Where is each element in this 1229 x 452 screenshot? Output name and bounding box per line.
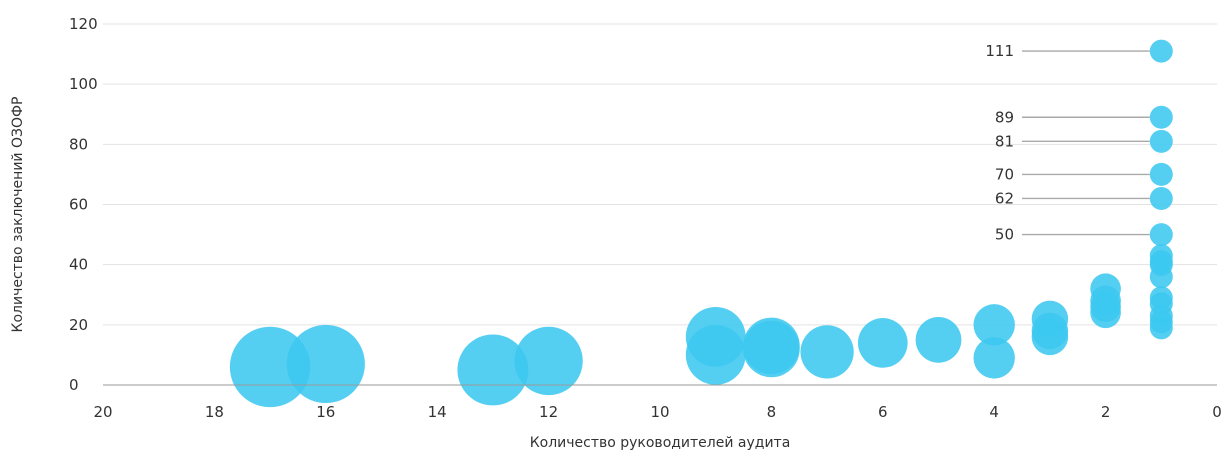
callout-label: 81	[995, 132, 1014, 150]
bubble	[1149, 186, 1173, 210]
y-axis-ticks: 120 100 80 60 40 20 0	[69, 15, 98, 394]
x-tick-label: 18	[205, 403, 224, 421]
x-tick-label: 0	[1212, 403, 1222, 421]
bubble	[1031, 318, 1069, 356]
bubble	[800, 325, 854, 379]
callout-label: 70	[995, 165, 1014, 183]
bubble	[973, 304, 1015, 346]
bubble	[857, 318, 908, 368]
y-axis-title: Количество заключений ОЗОФР	[10, 97, 26, 333]
bubble	[685, 325, 746, 385]
bubble	[1149, 316, 1173, 340]
y-tick-label: 40	[69, 256, 88, 274]
bubbles	[229, 39, 1173, 408]
bubble	[743, 320, 800, 378]
bubble	[457, 334, 529, 406]
grid-lines	[103, 23, 1217, 326]
bubble	[1149, 162, 1173, 186]
callout-label: 111	[985, 42, 1014, 60]
x-axis-ticks: 20 18 16 14 12 10 8 6 4 2 0	[93, 403, 1221, 421]
y-tick-label: 120	[69, 15, 98, 33]
bubble	[286, 324, 365, 404]
x-tick-label: 12	[539, 403, 558, 421]
callout-label: 50	[995, 226, 1014, 244]
bubble	[514, 326, 583, 396]
bubble	[1149, 265, 1173, 289]
bubble	[1149, 223, 1173, 247]
y-tick-label: 0	[69, 376, 79, 394]
y-tick-label: 100	[69, 75, 98, 93]
callout-label: 89	[995, 108, 1014, 126]
x-tick-label: 14	[428, 403, 447, 421]
y-tick-label: 80	[69, 135, 88, 153]
x-tick-label: 20	[93, 403, 112, 421]
x-tick-label: 6	[878, 403, 888, 421]
bubble	[973, 337, 1015, 379]
x-tick-label: 2	[1101, 403, 1111, 421]
bubble	[1149, 129, 1173, 153]
y-tick-label: 60	[69, 196, 88, 214]
x-tick-label: 16	[316, 403, 335, 421]
callouts: 111 89 81 70 62 50	[985, 42, 1150, 244]
x-axis-title: Количество руководителей аудита	[530, 435, 791, 451]
bubble	[1149, 105, 1173, 129]
x-tick-label: 4	[989, 403, 999, 421]
bubble	[229, 326, 311, 408]
bubble	[1149, 39, 1173, 63]
y-tick-label: 20	[69, 316, 88, 334]
x-tick-label: 8	[767, 403, 777, 421]
callout-label: 62	[995, 189, 1014, 207]
x-tick-label: 10	[650, 403, 669, 421]
bubble	[915, 317, 962, 363]
bubble	[1090, 297, 1121, 329]
